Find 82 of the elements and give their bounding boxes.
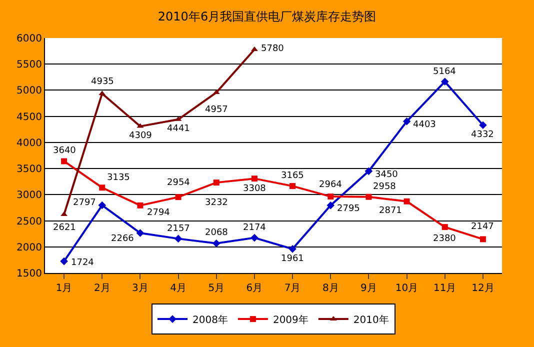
y-tick-label: 5000 xyxy=(16,86,42,97)
x-tick-label: 5月 xyxy=(208,283,225,294)
data-label: 4403 xyxy=(413,120,436,130)
data-label: 1961 xyxy=(281,254,304,264)
point xyxy=(212,239,220,248)
data-label: 3640 xyxy=(53,146,76,156)
y-tick-label: 4000 xyxy=(16,138,42,149)
data-label: 5780 xyxy=(261,44,284,54)
point xyxy=(61,158,68,164)
data-label: 2794 xyxy=(147,208,170,218)
point xyxy=(328,194,334,200)
legend-label: 2009年 xyxy=(272,314,308,326)
x-tick-label: 1月 xyxy=(56,283,72,294)
data-label: 3450 xyxy=(375,170,398,180)
point xyxy=(364,167,373,176)
point xyxy=(290,183,296,190)
data-label: 4332 xyxy=(471,130,494,140)
legend-label: 2008年 xyxy=(192,314,228,326)
y-tick-label: 3000 xyxy=(16,190,42,202)
point xyxy=(136,229,144,237)
y-tick-label: 2000 xyxy=(16,242,42,254)
data-label: 4957 xyxy=(205,105,228,115)
data-label: 2964 xyxy=(319,180,342,190)
x-tick-label: 7月 xyxy=(284,283,301,294)
point xyxy=(251,176,258,182)
point xyxy=(404,198,410,204)
point xyxy=(175,194,182,200)
y-tick-label: 3500 xyxy=(16,164,42,176)
point xyxy=(480,236,486,242)
point xyxy=(137,202,144,208)
y-tick-label: 6000 xyxy=(16,34,42,44)
x-tick-label: 4月 xyxy=(170,283,186,294)
data-label: 2157 xyxy=(167,224,190,234)
point xyxy=(99,184,106,191)
data-label: 2266 xyxy=(111,234,134,244)
data-label: 5164 xyxy=(433,67,456,77)
data-label: 2797 xyxy=(73,198,96,208)
point xyxy=(366,194,372,200)
point xyxy=(402,118,411,126)
legend-label: 2010年 xyxy=(353,314,389,326)
point xyxy=(60,257,68,266)
data-label: 3165 xyxy=(281,171,304,181)
data-label: 2871 xyxy=(379,206,402,216)
data-label: 4935 xyxy=(91,77,114,87)
data-label: 4309 xyxy=(129,131,152,141)
point xyxy=(442,224,448,230)
y-tick-label: 4500 xyxy=(16,112,42,123)
data-label: 2380 xyxy=(433,234,456,244)
data-label: 2795 xyxy=(337,204,360,214)
point xyxy=(288,245,296,253)
data-label: 2174 xyxy=(243,223,266,233)
data-label: 1724 xyxy=(71,258,94,268)
data-label: 2954 xyxy=(167,178,190,188)
data-label: 3308 xyxy=(243,184,266,194)
point xyxy=(326,201,335,210)
x-tick-label: 9月 xyxy=(360,283,377,294)
point xyxy=(174,234,182,243)
data-label: 2621 xyxy=(53,223,76,233)
point xyxy=(250,234,258,242)
x-tick-label: 12月 xyxy=(472,283,494,294)
data-label: 2068 xyxy=(205,228,228,238)
chart-title: 2010年6月我国直供电厂煤炭库存走势图 xyxy=(158,10,376,24)
point xyxy=(251,46,258,51)
x-tick-label: 6月 xyxy=(246,283,263,294)
y-tick-label: 1500 xyxy=(16,268,42,280)
point xyxy=(440,78,449,86)
x-tick-label: 11月 xyxy=(434,283,456,294)
point xyxy=(213,180,220,186)
data-label: 2958 xyxy=(373,182,396,192)
y-tick-label: 2500 xyxy=(16,216,42,228)
data-label: 3135 xyxy=(107,173,130,183)
point xyxy=(479,121,487,130)
point xyxy=(98,201,106,210)
y-tick-label: 5500 xyxy=(16,60,42,71)
x-tick-label: 3月 xyxy=(132,283,148,294)
x-tick-label: 2月 xyxy=(94,283,110,294)
data-label: 3232 xyxy=(205,198,228,208)
data-label: 4441 xyxy=(167,124,190,134)
data-label: 2147 xyxy=(471,222,494,232)
point xyxy=(60,211,68,216)
x-tick-label: 10月 xyxy=(395,283,418,294)
x-tick-label: 8月 xyxy=(322,283,339,294)
